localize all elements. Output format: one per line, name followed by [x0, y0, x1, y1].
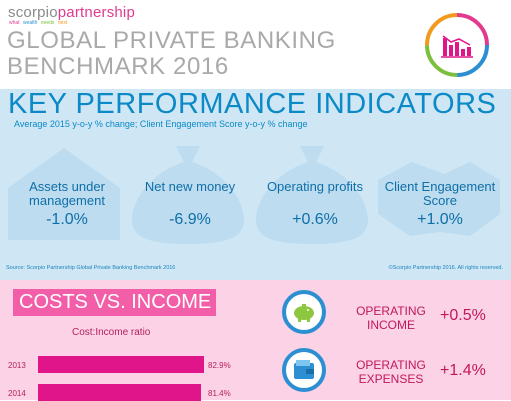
brand-tagline: what wealth needs next — [9, 20, 69, 26]
kpi-label-assets: Assets under management — [29, 179, 105, 208]
page-title-line-2: BENCHMARK 2016 — [7, 53, 229, 80]
operating-expenses-label-line-1: OPERATING — [356, 358, 426, 372]
chart-logo-icon — [425, 13, 489, 77]
money-bag-icon — [132, 146, 244, 244]
operating-income-label-line-1: OPERATING — [356, 304, 426, 318]
operating-income-label-line-2: INCOME — [367, 318, 415, 332]
bar-value-label: 82.9% — [208, 361, 231, 370]
page-title: GLOBAL PRIVATE BANKING BENCHMARK 2016 — [7, 28, 336, 80]
bar-year-label: 2014 — [8, 389, 26, 398]
cost-income-bar — [38, 384, 201, 401]
money-bag-icon — [256, 146, 368, 244]
operating-expenses-label-line-2: EXPENSES — [358, 372, 424, 386]
cost-income-bar — [38, 356, 204, 373]
brand-name-part-1: scorpio — [8, 4, 58, 21]
kpi-value-assets: -1.0% — [46, 211, 88, 228]
copyright-note: ©Scorpio Partnership 2016. All rights re… — [388, 265, 503, 271]
kpi-label-operating-profits: Operating profits — [266, 179, 364, 194]
tagline-word: what — [9, 20, 20, 26]
operating-expenses-label: OPERATING EXPENSES — [347, 358, 435, 386]
tagline-word: needs — [40, 20, 55, 26]
kpi-icons-background — [8, 146, 500, 244]
bar-value-label: 81.4% — [208, 389, 231, 398]
operating-expenses-value: +1.4% — [440, 362, 486, 379]
house-icon — [8, 148, 120, 240]
tagline-word: wealth — [22, 20, 38, 26]
source-note: Source: Scorpio Partnership Global Priva… — [6, 265, 176, 271]
cost-income-ratio-label: Cost:Income ratio — [72, 327, 151, 338]
operating-income-value: +0.5% — [440, 307, 486, 324]
costs-title: COSTS VS. INCOME — [13, 289, 216, 316]
brand-logo-text: scorpiopartnership — [8, 4, 135, 21]
tagline-word: next — [57, 20, 68, 26]
kpi-subtitle: Average 2015 y-o-y % change; Client Enga… — [14, 119, 308, 129]
brand-name-part-2: partnership — [57, 4, 136, 21]
bar-year-label: 2013 — [8, 361, 26, 370]
kpi-value-net-new-money: -6.9% — [169, 211, 211, 228]
piggy-bank-icon — [282, 290, 326, 334]
kpi-label-client-engagement: Client Engagement Score — [384, 179, 496, 208]
kpi-label-net-new-money: Net new money — [144, 179, 236, 194]
kpi-value-operating-profits: +0.6% — [292, 211, 338, 228]
wallet-icon — [282, 348, 326, 392]
kpi-title: KEY PERFORMANCE INDICATORS — [8, 88, 497, 120]
handshake-icon — [378, 162, 500, 236]
page-title-line-1: GLOBAL PRIVATE BANKING — [7, 27, 336, 54]
operating-income-label: OPERATING INCOME — [347, 304, 435, 332]
kpi-value-client-engagement: +1.0% — [417, 211, 463, 228]
